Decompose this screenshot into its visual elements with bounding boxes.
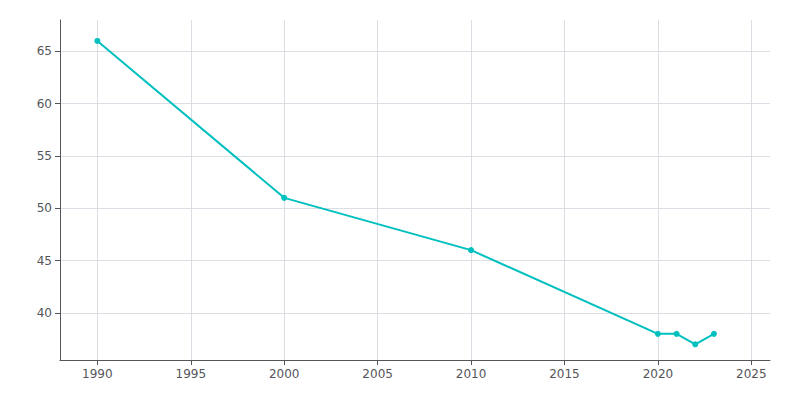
svg-text:45: 45 — [37, 254, 52, 268]
svg-text:2025: 2025 — [736, 367, 767, 381]
svg-text:2020: 2020 — [643, 367, 674, 381]
svg-text:1995: 1995 — [176, 367, 207, 381]
svg-text:55: 55 — [37, 149, 52, 163]
svg-text:40: 40 — [37, 306, 52, 320]
svg-text:2010: 2010 — [456, 367, 487, 381]
svg-text:2015: 2015 — [549, 367, 580, 381]
svg-text:1990: 1990 — [82, 367, 113, 381]
svg-text:60: 60 — [37, 97, 52, 111]
svg-text:50: 50 — [37, 201, 52, 215]
svg-text:2000: 2000 — [269, 367, 300, 381]
svg-text:2005: 2005 — [362, 367, 393, 381]
svg-text:65: 65 — [37, 44, 52, 58]
